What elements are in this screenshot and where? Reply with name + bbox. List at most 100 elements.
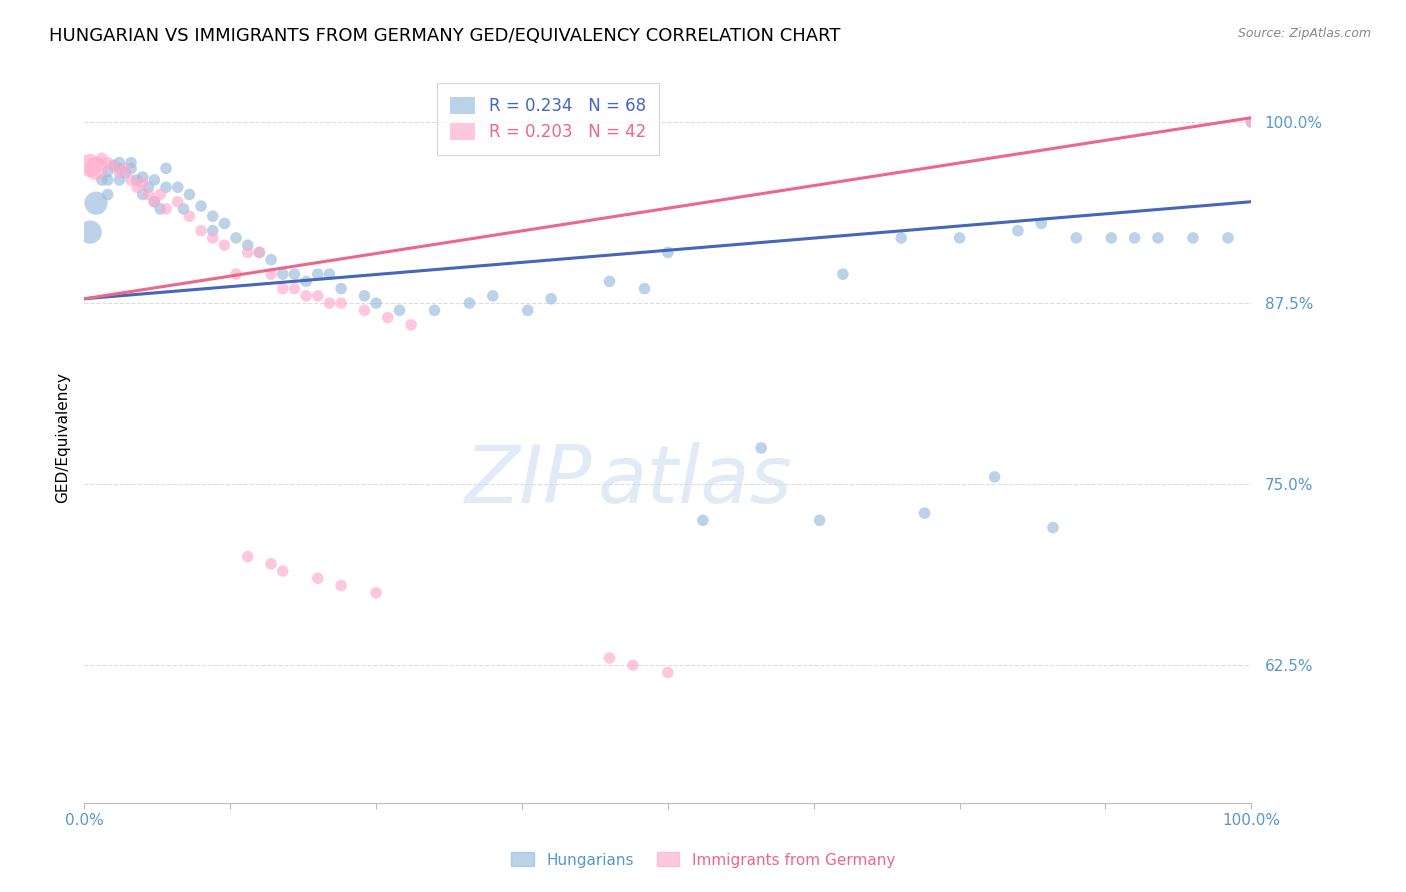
Text: Source: ZipAtlas.com: Source: ZipAtlas.com [1237,27,1371,40]
Point [1240,115,1263,129]
Point [79,225,101,239]
Point [516,303,538,318]
Point [633,282,655,296]
Point [1181,231,1204,245]
Point [249,245,271,260]
Point [90,173,112,187]
Point [166,180,188,194]
Point [283,267,305,281]
Point [1099,231,1122,245]
Point [143,173,166,187]
Point [138,187,160,202]
Point [353,289,375,303]
Point [260,252,283,267]
Point [155,161,177,176]
Point [692,513,714,527]
Point [749,441,772,455]
Point [1147,231,1170,245]
Text: ZIP: ZIP [464,442,592,520]
Point [190,224,212,238]
Point [295,289,318,303]
Point [249,245,271,260]
Point [120,161,142,176]
Text: HUNGARIAN VS IMMIGRANTS FROM GERMANY GED/EQUIVALENCY CORRELATION CHART: HUNGARIAN VS IMMIGRANTS FROM GERMANY GED… [49,27,841,45]
Point [97,187,120,202]
Point [330,282,353,296]
Point [366,296,388,310]
Point [1031,216,1053,230]
Point [307,267,329,281]
Point [832,267,855,281]
Point [399,318,422,332]
Point [179,187,201,202]
Point [108,155,131,169]
Point [143,194,166,209]
Point [353,303,375,318]
Point [271,282,294,296]
Point [138,180,160,194]
Point [540,292,562,306]
Point [103,159,125,173]
Point [1007,224,1029,238]
Point [201,231,224,245]
Legend: R = 0.234   N = 68, R = 0.203   N = 42: R = 0.234 N = 68, R = 0.203 N = 42 [437,83,659,154]
Point [330,578,353,592]
Point [890,231,912,245]
Y-axis label: GED/Equivalency: GED/Equivalency [55,372,70,502]
Point [236,238,259,252]
Point [155,180,177,194]
Point [179,209,201,223]
Point [97,155,120,169]
Point [155,202,177,216]
Point [1066,231,1088,245]
Point [271,267,294,281]
Point [318,296,340,310]
Point [201,224,224,238]
Point [1042,520,1064,534]
Point [283,282,305,296]
Point [599,651,621,665]
Point [225,267,247,281]
Point [201,209,224,223]
Point [271,564,294,578]
Point [132,187,155,202]
Point [599,274,621,288]
Point [481,289,505,303]
Point [125,180,148,194]
Point [214,216,236,230]
Point [97,173,120,187]
Point [149,202,172,216]
Point [108,161,131,176]
Point [103,159,125,173]
Point [307,289,329,303]
Point [1240,115,1263,129]
Point [84,161,107,176]
Point [236,245,259,260]
Point [173,202,195,216]
Point [132,176,155,190]
Point [1216,231,1239,245]
Point [949,231,972,245]
Point [621,658,644,673]
Point [914,506,936,520]
Point [166,194,188,209]
Point [330,296,353,310]
Point [97,164,120,178]
Point [143,194,166,209]
Point [114,166,136,180]
Point [90,151,112,165]
Point [149,187,172,202]
Point [808,513,831,527]
Point [79,159,101,173]
Point [120,173,142,187]
Point [307,571,329,585]
Point [377,310,399,325]
Point [132,170,155,185]
Point [225,231,247,245]
Point [108,173,131,187]
Point [657,245,679,260]
Point [1123,231,1146,245]
Point [125,173,148,187]
Point [458,296,481,310]
Point [318,267,340,281]
